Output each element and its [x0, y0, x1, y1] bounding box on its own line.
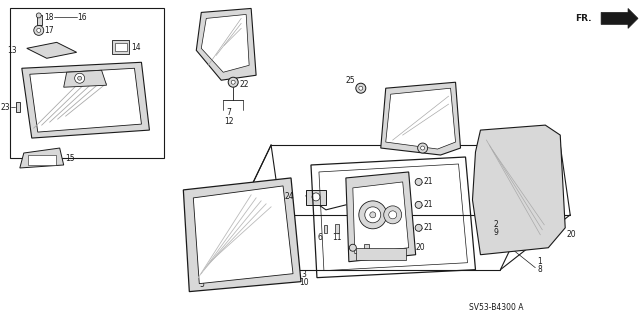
Bar — [111, 40, 129, 54]
Text: 7: 7 — [227, 108, 232, 117]
Circle shape — [36, 13, 41, 18]
Circle shape — [312, 193, 320, 201]
Circle shape — [34, 26, 44, 35]
Text: 10: 10 — [299, 278, 308, 287]
Circle shape — [420, 146, 424, 150]
Circle shape — [356, 83, 366, 93]
Circle shape — [384, 206, 402, 224]
Circle shape — [77, 76, 82, 80]
Text: 23: 23 — [0, 103, 10, 112]
Bar — [356, 248, 406, 260]
Circle shape — [75, 73, 84, 83]
Text: 17: 17 — [44, 26, 53, 35]
Text: 8: 8 — [538, 265, 542, 274]
Text: 13: 13 — [7, 46, 17, 55]
Polygon shape — [386, 88, 456, 149]
Polygon shape — [472, 125, 565, 255]
Bar — [115, 43, 127, 51]
Text: 6: 6 — [317, 233, 323, 242]
Polygon shape — [30, 68, 141, 132]
Text: 12: 12 — [225, 117, 234, 126]
Text: 3: 3 — [301, 270, 307, 279]
Text: 18: 18 — [44, 13, 53, 22]
Bar — [364, 244, 369, 252]
Circle shape — [418, 143, 428, 153]
Bar — [16, 102, 20, 112]
Circle shape — [349, 244, 356, 251]
Text: SV53-B4300 A: SV53-B4300 A — [468, 303, 523, 312]
Polygon shape — [196, 8, 256, 80]
Polygon shape — [20, 148, 64, 168]
Text: 15: 15 — [66, 153, 76, 162]
Circle shape — [359, 86, 363, 90]
Circle shape — [36, 28, 41, 32]
Bar — [306, 190, 326, 205]
Text: 25: 25 — [345, 76, 355, 85]
Polygon shape — [601, 8, 638, 28]
Bar — [28, 155, 56, 165]
Text: 22: 22 — [239, 80, 249, 89]
Text: 16: 16 — [77, 13, 87, 22]
Polygon shape — [346, 172, 415, 262]
Text: 21: 21 — [424, 200, 433, 209]
Text: 20: 20 — [566, 230, 576, 239]
Polygon shape — [202, 14, 249, 72]
Circle shape — [415, 178, 422, 185]
Text: 20: 20 — [415, 243, 426, 252]
Bar — [10, 8, 164, 158]
Circle shape — [415, 224, 422, 231]
Text: 11: 11 — [332, 233, 342, 242]
Circle shape — [228, 77, 238, 87]
Text: 4: 4 — [364, 252, 369, 261]
Polygon shape — [183, 178, 301, 292]
Text: 21: 21 — [424, 223, 433, 232]
Bar — [335, 224, 339, 233]
Circle shape — [370, 212, 376, 218]
Bar — [36, 15, 42, 26]
Text: 2: 2 — [493, 220, 498, 229]
Text: FR.: FR. — [575, 14, 591, 23]
Text: 14: 14 — [131, 43, 141, 52]
Text: 1: 1 — [538, 257, 542, 266]
Polygon shape — [193, 186, 293, 284]
Polygon shape — [22, 62, 149, 138]
Polygon shape — [27, 42, 77, 58]
Polygon shape — [64, 70, 106, 87]
Text: 19: 19 — [348, 252, 358, 261]
Text: 21: 21 — [424, 177, 433, 186]
Polygon shape — [381, 82, 461, 155]
Text: 24: 24 — [284, 192, 294, 201]
Text: 5: 5 — [199, 280, 204, 289]
Text: 9: 9 — [493, 228, 499, 237]
Circle shape — [415, 201, 422, 208]
Circle shape — [388, 211, 397, 219]
Circle shape — [365, 207, 381, 223]
Bar — [324, 225, 327, 233]
Polygon shape — [353, 182, 409, 254]
Circle shape — [359, 201, 387, 229]
Circle shape — [231, 80, 235, 84]
